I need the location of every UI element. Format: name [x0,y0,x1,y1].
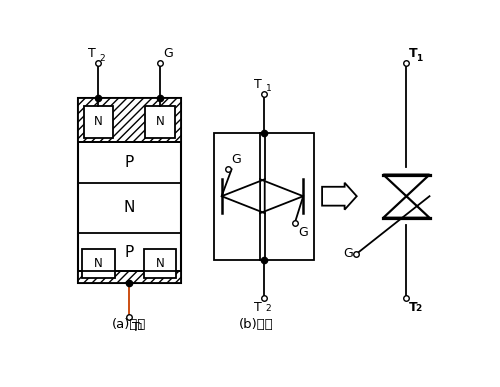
Bar [84,106,113,138]
Text: N: N [94,115,103,128]
Text: P: P [124,155,134,170]
Text: 1: 1 [416,54,422,63]
Text: 2: 2 [416,304,422,313]
Text: N: N [94,257,103,270]
Text: G: G [163,47,173,60]
Text: N: N [124,200,135,215]
Bar [78,98,181,142]
Text: T: T [88,47,96,60]
Text: T: T [254,301,262,314]
Bar [146,106,174,138]
Text: G: G [298,226,308,239]
Text: 1: 1 [138,323,144,332]
Bar [78,271,181,283]
Text: T: T [408,301,418,314]
Bar [214,133,314,260]
Bar [78,98,181,283]
Bar [144,249,176,278]
Text: P: P [124,245,134,260]
Text: G: G [232,153,241,166]
Text: N: N [156,115,164,128]
Text: N: N [156,257,164,270]
Text: G: G [344,247,353,260]
Text: (a)结构: (a)结构 [112,318,146,330]
Text: (b)电路: (b)电路 [239,318,274,330]
Text: T: T [132,320,140,334]
Text: T: T [408,47,418,60]
Bar [82,249,114,278]
Text: 1: 1 [266,84,271,93]
Text: 2: 2 [266,304,271,313]
Text: 2: 2 [99,54,105,63]
Text: T: T [254,78,262,91]
